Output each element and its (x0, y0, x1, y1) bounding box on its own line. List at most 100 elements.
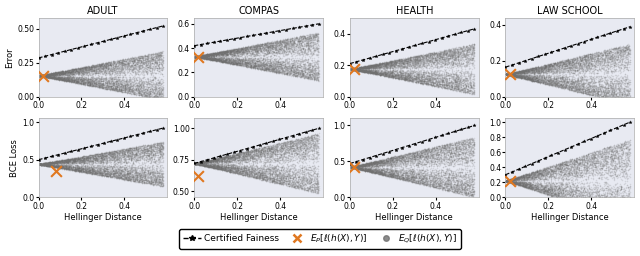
Point (252, 157, 262, 161)
Point (154, 180, 164, 184)
Point (268, 159, 278, 163)
Point (589, 162, 599, 166)
Point (147, 171, 157, 175)
Point (527, 174, 538, 178)
Point (298, 50, 308, 54)
Point (349, 66, 360, 70)
Point (554, 61, 564, 65)
Point (376, 71, 386, 75)
Point (108, 83, 118, 87)
Point (306, 68, 316, 72)
Point (223, 156, 233, 160)
Point (116, 59, 126, 63)
Point (465, 55, 476, 59)
Point (514, 181, 524, 185)
Point (136, 59, 146, 63)
Point (113, 75, 123, 79)
Point (116, 61, 127, 65)
Point (404, 73, 414, 77)
Point (207, 57, 217, 61)
Point (99, 153, 109, 157)
Point (574, 90, 584, 94)
Point (212, 161, 222, 165)
Point (79, 158, 90, 162)
Point (449, 47, 459, 51)
Point (268, 146, 278, 150)
Point (406, 175, 416, 179)
Point (605, 187, 616, 191)
Point (129, 153, 139, 157)
Point (376, 61, 387, 66)
Point (157, 81, 168, 85)
Point (511, 180, 522, 185)
Point (227, 166, 237, 170)
Point (117, 86, 127, 90)
Point (36, 73, 46, 78)
Point (54, 158, 65, 163)
Point (241, 48, 251, 52)
Point (459, 77, 469, 81)
Point (225, 170, 235, 174)
Point (109, 153, 119, 157)
Point (605, 191, 615, 195)
Point (47, 74, 57, 78)
Point (95, 83, 105, 87)
Point (105, 65, 115, 69)
Point (424, 59, 434, 63)
Point (81, 168, 91, 172)
Point (204, 57, 214, 61)
Point (383, 171, 394, 175)
Point (43, 164, 53, 168)
Point (370, 70, 380, 74)
Point (581, 165, 591, 169)
Point (447, 47, 458, 51)
Point (550, 172, 560, 176)
Point (140, 176, 150, 180)
Point (83, 167, 93, 171)
Point (451, 146, 461, 150)
Point (359, 68, 369, 72)
Point (94, 81, 104, 85)
Point (214, 156, 224, 160)
Point (212, 157, 222, 162)
Point (547, 77, 557, 81)
Point (213, 59, 223, 63)
Point (250, 54, 260, 58)
Point (67, 78, 77, 82)
Point (220, 165, 230, 169)
Point (561, 197, 572, 201)
Point (589, 196, 599, 200)
Point (68, 75, 78, 79)
Point (616, 146, 627, 150)
Point (122, 173, 132, 177)
Point (122, 154, 132, 158)
Point (223, 165, 234, 169)
Point (61, 78, 72, 82)
Point (567, 189, 577, 194)
Point (204, 57, 214, 61)
Point (606, 92, 616, 96)
Point (460, 186, 470, 190)
Point (585, 159, 595, 164)
Point (622, 55, 632, 59)
Point (394, 63, 404, 67)
Point (403, 72, 413, 76)
Point (545, 182, 555, 186)
Point (128, 160, 138, 164)
Point (73, 78, 83, 82)
Point (353, 68, 363, 72)
Point (268, 67, 278, 71)
Point (112, 174, 122, 178)
Point (263, 146, 273, 151)
Point (555, 85, 565, 89)
Point (127, 150, 137, 154)
Point (141, 55, 152, 59)
Point (154, 66, 164, 70)
Point (392, 176, 403, 180)
Point (37, 162, 47, 166)
Point (109, 76, 120, 80)
Point (559, 79, 570, 83)
Point (575, 63, 586, 68)
Point (269, 65, 280, 69)
Point (141, 83, 152, 88)
